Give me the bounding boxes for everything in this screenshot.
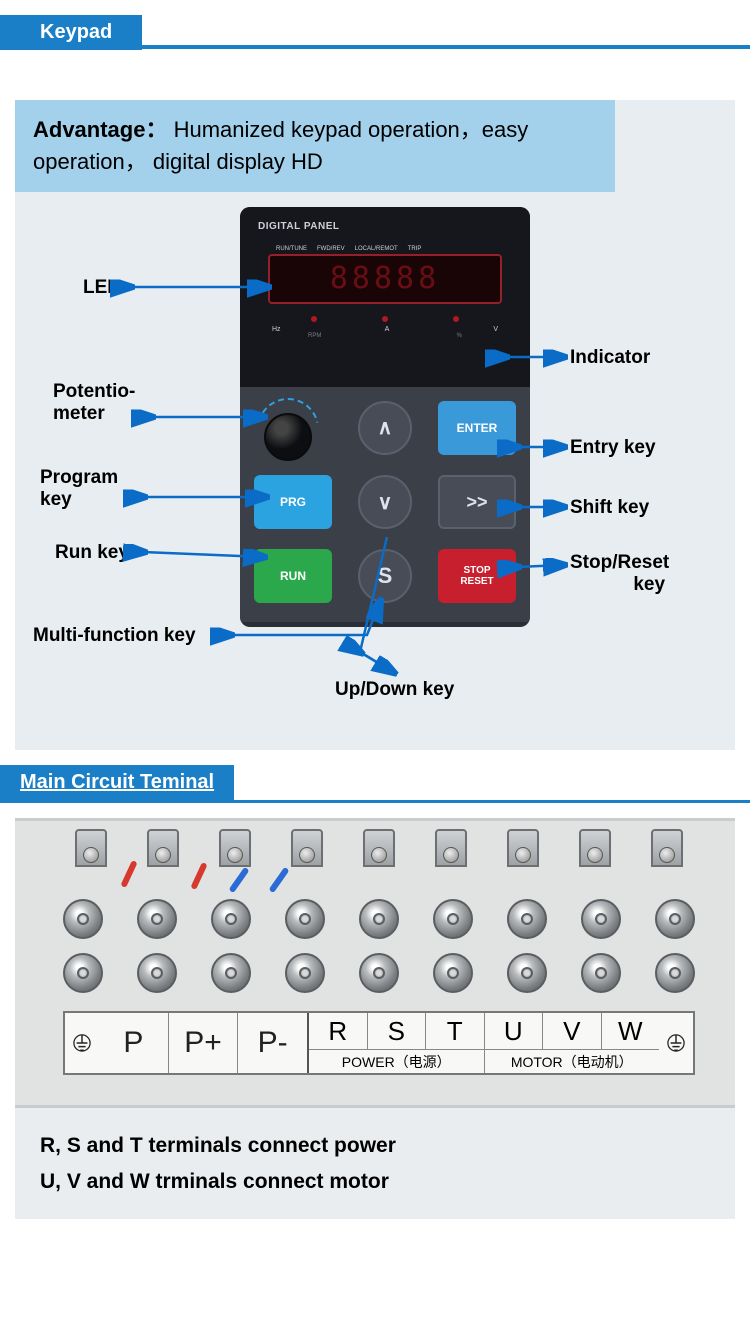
advantage-label: Advantage： — [33, 117, 167, 142]
keypad-section-header: Keypad — [0, 15, 750, 50]
mct-panel: P P+ P- R S T U V W POWER（电源） MOTOR（电动机） — [15, 818, 735, 1219]
legend-t: T — [426, 1013, 485, 1049]
mct-tab: Main Circuit Teminal — [0, 765, 234, 800]
legend-u: U — [485, 1013, 544, 1049]
keypad-diagram: DIGITAL PANEL RUN/TUNE FWD/REV LOCAL/REM… — [15, 207, 735, 727]
mct-section-header: Main Circuit Teminal — [0, 765, 750, 803]
screw-row-bot — [63, 953, 695, 993]
legend-v: V — [543, 1013, 602, 1049]
mct-text-2: U, V and W trminals connect motor — [40, 1164, 710, 1200]
legend-p0: P — [99, 1013, 169, 1073]
mct-text-1: R, S and T terminals connect power — [40, 1128, 710, 1164]
terminal-legend: P P+ P- R S T U V W POWER（电源） MOTOR（电动机） — [63, 1011, 695, 1075]
terminal-photo: P P+ P- R S T U V W POWER（电源） MOTOR（电动机） — [15, 818, 735, 1108]
legend-motor: MOTOR（电动机） — [485, 1050, 660, 1073]
screw-row-top — [63, 899, 695, 939]
legend-w: W — [602, 1013, 660, 1049]
legend-p2: P- — [238, 1013, 307, 1073]
ground-icon-left — [65, 1013, 99, 1073]
legend-s: S — [368, 1013, 427, 1049]
ground-icon-right — [659, 1013, 693, 1073]
legend-p1: P+ — [169, 1013, 239, 1073]
legend-r: R — [309, 1013, 368, 1049]
keypad-tab: Keypad — [0, 15, 142, 50]
legend-power: POWER（电源） — [309, 1050, 485, 1073]
keypad-panel: Advantage： Humanized keypad operation，ea… — [15, 100, 735, 750]
mct-description: R, S and T terminals connect power U, V … — [15, 1108, 735, 1199]
advantage-box: Advantage： Humanized keypad operation，ea… — [15, 100, 615, 192]
header-bar — [142, 45, 750, 80]
